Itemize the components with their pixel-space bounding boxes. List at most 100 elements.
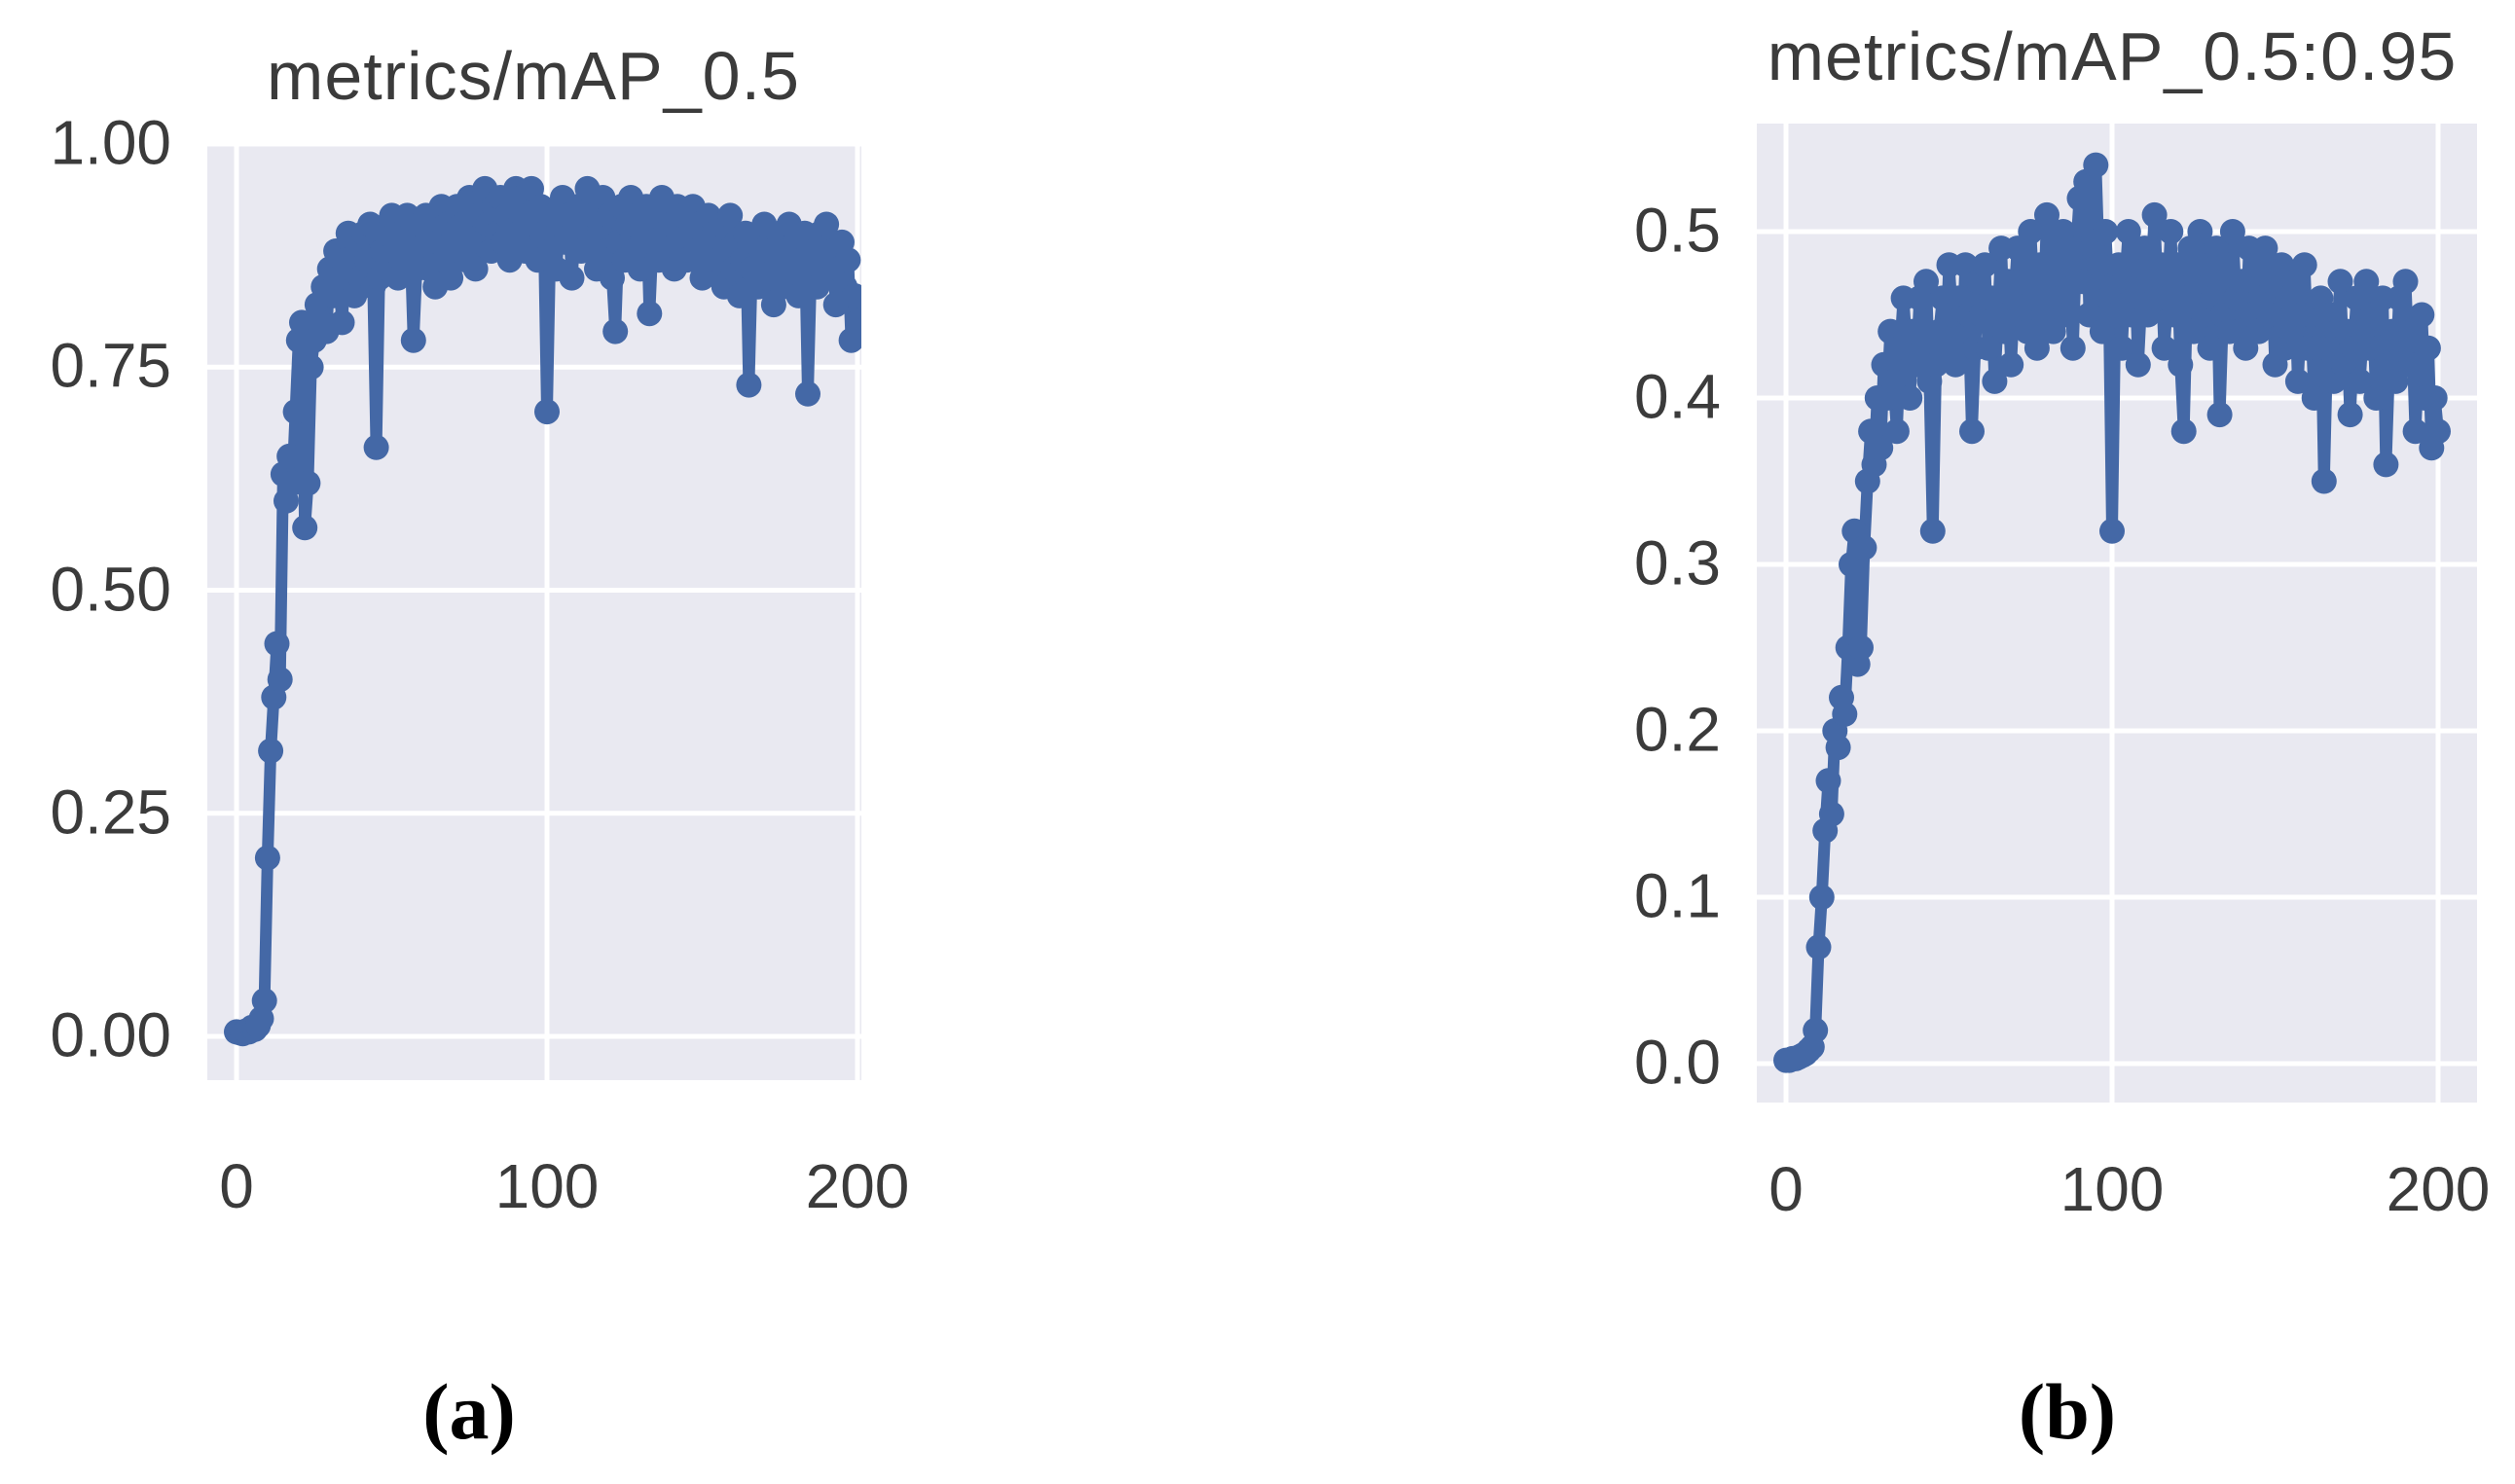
data-point	[2141, 201, 2168, 228]
line-chart-map05095	[1757, 124, 2477, 1103]
data-point	[2083, 152, 2109, 178]
data-point	[2353, 269, 2380, 295]
data-point	[600, 265, 625, 291]
data-point	[1914, 269, 1939, 295]
x-tick-label: 0	[1768, 1154, 1804, 1224]
data-point	[1959, 418, 1985, 445]
data-point	[2059, 335, 2086, 361]
data-point	[2415, 335, 2441, 361]
data-point	[2197, 335, 2223, 361]
data-point	[363, 434, 389, 460]
caption-a: (a)	[422, 1367, 516, 1456]
data-point	[2093, 219, 2119, 244]
data-point	[264, 631, 290, 657]
data-point	[2373, 452, 2399, 478]
data-point	[2219, 219, 2245, 244]
data-point	[2206, 402, 2233, 428]
data-point	[2187, 219, 2213, 244]
data-point	[2132, 235, 2158, 262]
y-tick-label: 1.00	[50, 107, 171, 178]
data-point	[2168, 351, 2194, 378]
data-point	[1883, 418, 1910, 445]
data-point	[2363, 385, 2389, 411]
data-point	[1805, 934, 1832, 960]
data-point	[2034, 201, 2059, 228]
data-point	[602, 318, 629, 344]
data-point	[282, 399, 309, 425]
data-point	[400, 327, 426, 353]
y-tick-label: 0.0	[1634, 1027, 1721, 1098]
data-point	[2311, 468, 2337, 494]
data-point	[2291, 252, 2317, 278]
data-point	[1982, 368, 2008, 394]
data-point	[2109, 335, 2135, 361]
data-point	[2392, 269, 2419, 295]
data-point	[1832, 701, 1858, 727]
x-tick-label: 100	[2059, 1154, 2165, 1224]
data-point	[736, 372, 762, 398]
data-point	[1848, 634, 1874, 661]
data-point	[2409, 302, 2435, 328]
data-point	[1815, 768, 1841, 794]
data-point	[1803, 1017, 1829, 1043]
data-point	[2023, 335, 2050, 361]
data-point	[276, 443, 303, 469]
data-point	[251, 988, 277, 1014]
data-point	[258, 738, 284, 764]
data-point	[292, 515, 318, 541]
y-tick-label: 0.4	[1634, 361, 1721, 432]
data-point	[845, 309, 861, 336]
data-point	[841, 282, 861, 308]
data-point	[2086, 252, 2112, 278]
y-tick-label: 0.3	[1634, 527, 1721, 598]
y-tick-label: 0.5	[1634, 195, 1721, 266]
plot-area-map05095	[1757, 124, 2477, 1103]
data-point	[1808, 885, 1835, 910]
data-point	[1825, 735, 1851, 761]
data-point	[462, 256, 489, 282]
y-tick-label: 0.75	[50, 330, 171, 401]
data-point	[2158, 219, 2184, 244]
data-point	[2018, 219, 2044, 244]
data-point	[2115, 219, 2141, 244]
caption-b: (b)	[2018, 1367, 2117, 1456]
data-point	[1991, 318, 2018, 344]
data-point	[329, 309, 355, 336]
plot-area-map05	[207, 144, 861, 1080]
chart-title-map05: metrics/mAP_0.5	[267, 38, 800, 114]
data-point	[1818, 801, 1844, 827]
data-point	[1998, 351, 2024, 378]
data-point	[2170, 418, 2197, 445]
data-point	[795, 380, 820, 407]
data-point	[254, 845, 280, 871]
data-point	[814, 211, 840, 237]
data-point	[2151, 335, 2177, 361]
data-point	[637, 301, 663, 327]
y-tick-label: 0.25	[50, 777, 171, 848]
data-point	[2422, 385, 2448, 411]
data-point	[2252, 235, 2278, 262]
data-point	[2099, 518, 2125, 544]
y-tick-label: 0.1	[1634, 860, 1721, 931]
data-point	[2213, 252, 2240, 278]
data-point	[1919, 518, 1946, 544]
data-points	[1773, 152, 2451, 1073]
data-point	[2284, 368, 2311, 394]
data-point	[2425, 418, 2451, 445]
data-point	[2069, 269, 2096, 295]
data-point	[1868, 435, 1894, 461]
x-tick-label: 200	[805, 1151, 910, 1221]
data-point	[1975, 335, 2001, 361]
data-point	[1880, 368, 1907, 394]
data-point	[1972, 252, 1998, 278]
x-tick-label: 200	[2386, 1154, 2491, 1224]
data-point	[717, 202, 744, 229]
data-point	[289, 309, 314, 336]
data-point	[2327, 269, 2353, 295]
data-point	[559, 265, 585, 291]
data-point	[267, 667, 293, 693]
data-point	[1897, 385, 1923, 411]
data-point	[298, 354, 324, 380]
x-tick-label: 0	[219, 1151, 254, 1221]
